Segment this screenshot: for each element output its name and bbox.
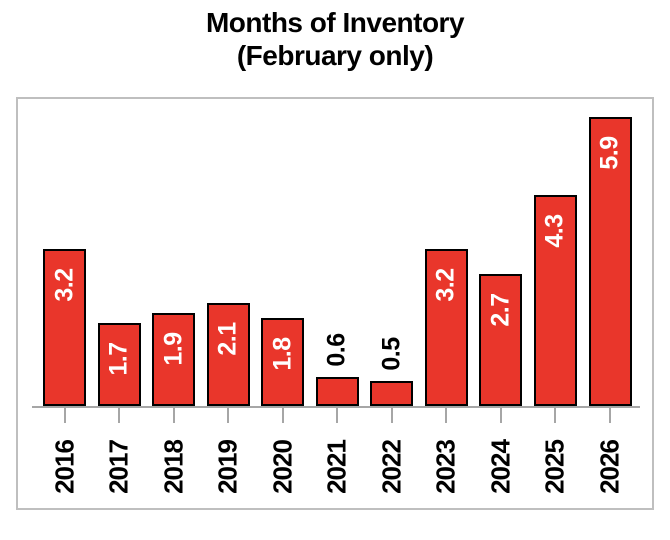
bar-value-label: 2.7 (486, 293, 515, 327)
x-axis-label: 2019 (212, 440, 243, 494)
bar (588, 117, 632, 406)
x-axis-label: 2023 (430, 440, 461, 494)
bar-value-label: 4.3 (540, 214, 569, 248)
x-axis-tick (390, 408, 393, 423)
bar (206, 303, 250, 406)
bar-value-label: 0.6 (322, 333, 351, 367)
bar (424, 249, 468, 406)
bar-value-label: 5.9 (595, 136, 624, 170)
bar (370, 381, 414, 406)
x-axis-tick (63, 408, 66, 423)
x-axis-tick (554, 408, 557, 423)
bar-value-label: 0.5 (377, 337, 406, 371)
x-axis-tick (118, 408, 121, 423)
bar (533, 195, 577, 406)
bar-value-label: 3.2 (50, 268, 78, 302)
bar (479, 274, 523, 406)
x-axis-label: 2026 (594, 440, 625, 494)
x-axis-tick (227, 408, 230, 423)
x-axis-label: 2017 (103, 440, 134, 494)
x-axis-label: 2025 (539, 440, 570, 494)
chart-title: Months of Inventory (February only) (0, 6, 670, 72)
bar-value-label: 1.7 (104, 342, 133, 376)
x-axis-label: 2020 (267, 440, 298, 494)
x-axis-tick (281, 408, 284, 423)
x-axis-label: 2024 (485, 440, 516, 494)
x-axis-tick (445, 408, 448, 423)
x-axis-tick (499, 408, 502, 423)
x-axis-line (32, 406, 640, 408)
bar-value-label: 1.9 (159, 332, 188, 366)
chart-title-line2: (February only) (236, 40, 434, 71)
x-axis-label: 2016 (49, 440, 79, 494)
x-axis-tick (172, 408, 175, 423)
x-axis-tick (609, 408, 611, 423)
bar (315, 377, 359, 406)
x-axis-label: 2018 (158, 440, 189, 494)
plot-area: 3.2 2016 1.7 2017 1.9 2018 2.1 2019 1.8 2020 0.6 20… (16, 97, 654, 510)
bar-value-label: 3.2 (431, 268, 460, 302)
bar-value-label: 1.8 (268, 337, 297, 371)
bar (152, 313, 196, 406)
chart-title-line1: Months of Inventory (205, 7, 465, 38)
bar (97, 323, 141, 406)
bar (43, 249, 86, 406)
x-axis-tick (336, 408, 339, 423)
x-axis-label: 2022 (376, 440, 407, 494)
bar-value-label: 2.1 (213, 322, 242, 356)
bar (261, 318, 305, 406)
x-axis-label: 2021 (321, 440, 352, 494)
